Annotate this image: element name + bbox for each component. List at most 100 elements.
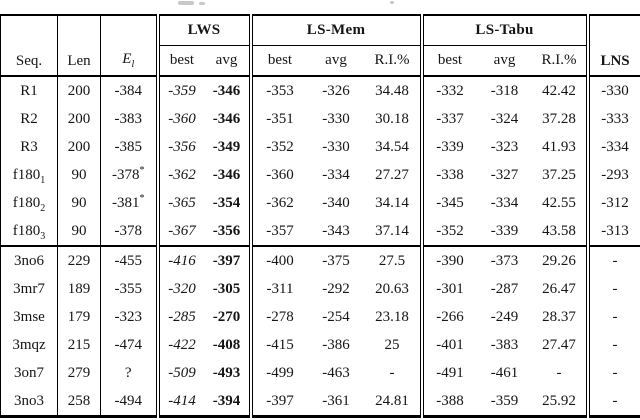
header-sub-row: best avg best avg R.I.% best avg R.I.% — [1, 45, 640, 76]
cell-lns: -334 — [601, 138, 629, 155]
cell-tabu-ri: 41.93 — [532, 133, 590, 161]
cell-tabu-best: -338 — [436, 166, 464, 183]
cell-len: 200 — [57, 76, 101, 105]
cell-mem-best: -351 — [266, 110, 294, 127]
cell-tabu-avg: -383 — [490, 336, 519, 353]
table-row: f1803 90 -378 -367 -356 -357 -343 37.14 … — [0, 217, 640, 246]
cell-len: 200 — [57, 105, 101, 133]
cell-seq: 3on7 — [0, 359, 58, 387]
cell-tabu-best: -388 — [436, 392, 464, 409]
cell-mem-avg: -292 — [322, 280, 350, 297]
cell-lws-best: -360 — [168, 110, 196, 127]
table-row: 3mse 179 -323 -285 -270 -278 -254 23.18 … — [0, 303, 640, 331]
cell-energy: -378 — [100, 217, 160, 246]
cell-mem-avg: -386 — [322, 336, 350, 353]
cell-lns: -330 — [601, 82, 629, 99]
cell-energy: -474 — [100, 331, 160, 359]
cell-lns: -333 — [601, 110, 629, 127]
column-header-energy: El — [100, 15, 160, 76]
group-header-lws: LWS — [157, 15, 253, 46]
cell-mem-best: -397 — [266, 392, 294, 409]
cell-tabu-ri: - — [532, 359, 590, 387]
cell-lns: - — [612, 364, 618, 381]
cell-len: 279 — [57, 359, 101, 387]
cell-mem-ri: 20.63 — [364, 275, 424, 303]
cell-lws-best: -416 — [157, 245, 205, 275]
cell-mem-ri: 27.5 — [364, 245, 424, 275]
cell-energy: -381* — [100, 189, 160, 217]
cell-mem-ri: 30.18 — [364, 105, 424, 133]
cell-lws-best: -422 — [168, 336, 196, 353]
cell-lws-best: -285 — [168, 308, 196, 325]
column-header-seq: Seq. — [0, 15, 58, 76]
cell-mem-ri: 37.14 — [364, 217, 424, 246]
cell-lns: -313 — [601, 222, 629, 239]
cell-lws-avg: -493 — [204, 359, 253, 387]
cell-seq: f1802 — [0, 189, 58, 217]
cell-tabu-avg: -373 — [476, 245, 533, 275]
column-header-lns: LNS — [600, 53, 630, 69]
cell-lns: -312 — [601, 194, 629, 211]
column-header-lws-best: best — [169, 52, 195, 68]
cell-len: 90 — [57, 217, 101, 246]
cell-tabu-avg: -339 — [490, 222, 519, 239]
column-header-mem-ri: R.I.% — [364, 45, 424, 76]
column-header-tabu-best: best — [437, 52, 463, 68]
cropped-caption-remnant — [199, 2, 205, 5]
cell-lns: - — [612, 308, 618, 325]
cell-lws-avg: -397 — [204, 245, 253, 275]
column-header-mem-avg: avg — [325, 52, 347, 68]
cell-mem-ri: 24.81 — [364, 387, 424, 417]
cell-mem-best: -353 — [266, 82, 294, 99]
cell-lws-avg: -349 — [204, 133, 253, 161]
cell-tabu-avg: -334 — [490, 194, 519, 211]
cell-energy: -494 — [100, 387, 160, 417]
cell-mem-best: -400 — [250, 245, 308, 275]
cell-len: 189 — [57, 275, 101, 303]
cell-len: 90 — [57, 189, 101, 217]
cell-tabu-avg: -359 — [490, 392, 519, 409]
cell-lws-best: -362 — [168, 166, 196, 183]
cell-lws-avg: -305 — [204, 275, 253, 303]
cell-tabu-avg: -461 — [490, 364, 519, 381]
cell-tabu-ri: 37.25 — [532, 161, 590, 189]
cell-seq: f1801 — [0, 161, 58, 189]
cell-seq: 3mqz — [0, 331, 58, 359]
table-row: f1801 90 -378* -362 -346 -360 -334 27.27… — [0, 161, 640, 189]
cell-mem-avg: -254 — [322, 308, 350, 325]
group-header-ls-mem: LS-Mem — [250, 15, 424, 46]
cell-tabu-best: -401 — [436, 336, 464, 353]
cell-lws-avg: -356 — [204, 217, 253, 246]
cell-lws-avg: -346 — [204, 76, 253, 105]
cell-tabu-avg: -327 — [490, 166, 519, 183]
cell-energy: ? — [100, 359, 160, 387]
cell-mem-best: -311 — [266, 280, 294, 297]
cell-tabu-best: -390 — [421, 245, 477, 275]
cell-mem-best: -278 — [266, 308, 294, 325]
table-row: 3mr7 189 -355 -320 -305 -311 -292 20.63 … — [0, 275, 640, 303]
cell-mem-avg: -340 — [322, 194, 350, 211]
cell-mem-ri: 34.48 — [364, 76, 424, 105]
cell-seq: R2 — [0, 105, 58, 133]
table-row: R1 200 -384 -359 -346 -353 -326 34.48 -3… — [0, 76, 640, 105]
cell-lws-best: -414 — [168, 392, 196, 409]
cell-mem-best: -415 — [266, 336, 294, 353]
cell-len: 179 — [57, 303, 101, 331]
cell-tabu-avg: -324 — [490, 110, 519, 127]
results-table: Seq. Len El LWS LS-Mem LS-Tabu LNS best … — [0, 14, 640, 418]
cropped-caption-remnant — [390, 1, 394, 4]
cell-energy: -355 — [100, 275, 160, 303]
cell-lns: - — [612, 280, 618, 297]
cell-mem-ri: 27.27 — [364, 161, 424, 189]
cell-mem-avg: -330 — [322, 110, 350, 127]
cell-lws-best: -356 — [168, 138, 196, 155]
table-row: 3no3 258 -494 -414 -394 -397 -361 24.81 … — [0, 387, 640, 417]
cell-lws-best: -365 — [168, 194, 196, 211]
cell-tabu-ri: 27.47 — [532, 331, 590, 359]
cell-lws-best: -509 — [168, 364, 196, 381]
cell-mem-ri: 25 — [364, 331, 424, 359]
cell-energy: -384 — [100, 76, 160, 105]
cell-lns: -293 — [601, 166, 629, 183]
cell-tabu-best: -345 — [436, 194, 464, 211]
column-header-mem-best: best — [267, 52, 293, 68]
